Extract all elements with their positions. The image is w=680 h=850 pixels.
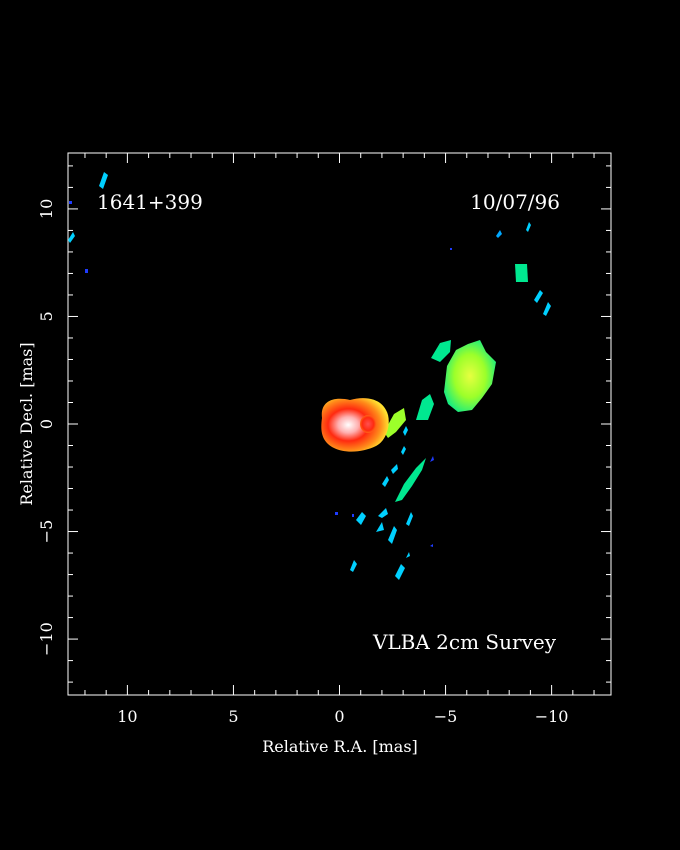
x-tick-label: 0 — [334, 707, 344, 726]
emission-blob — [376, 522, 384, 532]
emission-blob — [496, 230, 502, 238]
emission-blob — [430, 456, 434, 462]
core-component — [321, 398, 389, 452]
emission-blob — [99, 172, 108, 189]
emission-blob — [543, 302, 551, 316]
emission-blob — [406, 512, 413, 526]
x-tick-label: −5 — [434, 707, 458, 726]
y-axis-title: Relative Decl. [mas] — [17, 342, 36, 505]
emission-blob — [395, 564, 405, 580]
observation-date-label: 10/07/96 — [470, 190, 560, 214]
source-name-label: 1641+399 — [97, 190, 203, 214]
y-tick-label: 5 — [37, 311, 56, 321]
emission-blob — [401, 446, 406, 455]
emission-blob — [335, 512, 338, 515]
emission-blob — [450, 248, 452, 250]
survey-name-label: VLBA 2cm Survey — [372, 630, 557, 654]
emission-blob — [350, 560, 357, 572]
radio-emission-map — [68, 172, 551, 580]
emission-blob — [526, 222, 531, 232]
emission-blob — [534, 290, 543, 303]
emission-blob — [395, 458, 426, 502]
jet-component — [384, 408, 406, 438]
y-tick-label: 10 — [37, 199, 56, 219]
x-tick-label: 5 — [228, 707, 238, 726]
jet-component — [431, 340, 451, 362]
core-knot — [360, 415, 376, 433]
emission-blob — [406, 552, 410, 558]
axis-ticks — [68, 153, 611, 695]
emission-blob — [391, 464, 398, 474]
emission-blob — [68, 232, 75, 243]
y-tick-label: −5 — [37, 520, 56, 544]
emission-blob — [382, 476, 389, 487]
x-tick-label: −10 — [535, 707, 569, 726]
emission-blob — [515, 264, 528, 282]
emission-blob — [378, 508, 388, 518]
axis-tick-labels: 10 5 0 −5 −10 10 5 0 −5 −10 — [37, 199, 568, 726]
emission-blob — [69, 201, 72, 204]
x-tick-label: 10 — [117, 707, 137, 726]
emission-blob — [352, 514, 354, 517]
y-tick-label: −10 — [37, 622, 56, 656]
emission-blob — [356, 512, 366, 525]
emission-blob — [85, 269, 88, 273]
plot-area: 10 5 0 −5 −10 10 5 0 −5 −10 — [37, 152, 612, 726]
emission-blob — [403, 426, 408, 436]
emission-blob — [430, 544, 433, 547]
x-axis-title: Relative R.A. [mas] — [262, 737, 418, 756]
emission-blob — [388, 526, 397, 544]
jet-component — [444, 340, 496, 412]
y-tick-label: 0 — [37, 419, 56, 429]
jet-component — [416, 394, 434, 420]
